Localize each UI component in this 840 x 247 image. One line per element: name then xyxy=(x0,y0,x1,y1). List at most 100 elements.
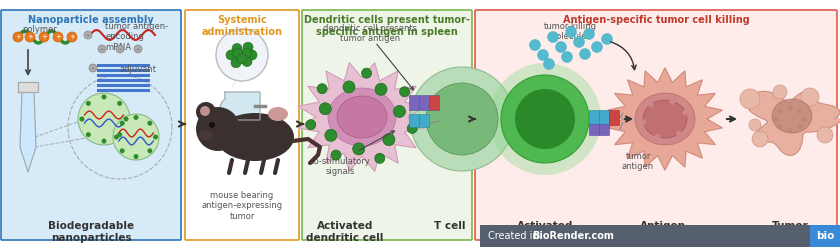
Text: tumor
antigen: tumor antigen xyxy=(622,152,654,171)
FancyBboxPatch shape xyxy=(810,225,840,247)
Circle shape xyxy=(548,32,559,42)
Circle shape xyxy=(400,87,410,97)
Circle shape xyxy=(538,49,549,61)
Circle shape xyxy=(80,117,84,122)
Circle shape xyxy=(114,135,119,140)
Circle shape xyxy=(529,40,540,50)
Circle shape xyxy=(383,134,395,146)
Circle shape xyxy=(801,117,806,122)
Circle shape xyxy=(113,114,159,160)
Circle shape xyxy=(196,107,240,151)
Circle shape xyxy=(797,124,802,129)
Text: BioRender.com: BioRender.com xyxy=(532,231,614,241)
Circle shape xyxy=(331,150,341,160)
Text: -: - xyxy=(87,32,89,38)
Circle shape xyxy=(353,143,365,155)
Text: +: + xyxy=(15,34,21,40)
Text: Antigen-
expressing
tumor cell: Antigen- expressing tumor cell xyxy=(633,221,697,247)
Circle shape xyxy=(86,132,91,137)
Circle shape xyxy=(134,154,139,159)
Circle shape xyxy=(243,42,253,52)
Text: bio: bio xyxy=(816,231,834,241)
Circle shape xyxy=(134,45,142,53)
Circle shape xyxy=(591,41,602,53)
Circle shape xyxy=(788,105,792,110)
Circle shape xyxy=(375,83,387,95)
Circle shape xyxy=(343,81,355,93)
Circle shape xyxy=(584,28,595,40)
Circle shape xyxy=(501,75,589,163)
Circle shape xyxy=(817,127,833,143)
Ellipse shape xyxy=(268,107,288,121)
Circle shape xyxy=(117,132,122,137)
Circle shape xyxy=(407,124,417,133)
Text: T cell: T cell xyxy=(434,221,465,231)
Circle shape xyxy=(555,41,566,53)
Circle shape xyxy=(86,101,91,106)
Circle shape xyxy=(102,94,107,99)
Ellipse shape xyxy=(337,96,387,138)
Circle shape xyxy=(574,37,585,47)
Circle shape xyxy=(797,109,802,114)
FancyBboxPatch shape xyxy=(600,124,610,136)
Text: -: - xyxy=(92,65,94,71)
Circle shape xyxy=(361,68,371,78)
Circle shape xyxy=(25,32,35,42)
FancyBboxPatch shape xyxy=(590,110,600,125)
Polygon shape xyxy=(18,82,38,92)
Circle shape xyxy=(209,122,215,128)
Text: Systemic
administration: Systemic administration xyxy=(202,15,282,37)
Circle shape xyxy=(119,148,124,153)
Circle shape xyxy=(98,45,106,53)
Text: Nanoparticle assembly: Nanoparticle assembly xyxy=(28,15,154,25)
Circle shape xyxy=(247,50,257,60)
Text: dendritic cell presents
tumor antigen: dendritic cell presents tumor antigen xyxy=(323,24,417,43)
Text: -: - xyxy=(118,46,121,52)
Ellipse shape xyxy=(216,113,294,161)
FancyBboxPatch shape xyxy=(475,10,837,240)
Circle shape xyxy=(134,115,139,120)
Circle shape xyxy=(318,84,327,94)
Circle shape xyxy=(147,148,152,153)
Circle shape xyxy=(325,129,337,141)
Text: adjuvant: adjuvant xyxy=(120,65,157,74)
Circle shape xyxy=(216,29,268,81)
Circle shape xyxy=(237,54,247,64)
Polygon shape xyxy=(747,91,840,155)
Text: +: + xyxy=(55,34,61,40)
FancyBboxPatch shape xyxy=(590,124,600,136)
Circle shape xyxy=(89,64,97,72)
Circle shape xyxy=(78,93,130,145)
Text: Biodegradable
nanoparticles: Biodegradable nanoparticles xyxy=(48,221,134,243)
Text: Activated
dendritic cell: Activated dendritic cell xyxy=(307,221,384,243)
Ellipse shape xyxy=(772,99,812,133)
Circle shape xyxy=(654,134,660,140)
Polygon shape xyxy=(20,92,36,172)
Circle shape xyxy=(565,26,576,38)
FancyBboxPatch shape xyxy=(480,225,840,247)
Circle shape xyxy=(749,119,761,131)
Text: Dendritic cells present tumor-
specific antigen in spleen: Dendritic cells present tumor- specific … xyxy=(304,15,470,37)
Text: -: - xyxy=(101,46,103,52)
Circle shape xyxy=(226,50,236,60)
Circle shape xyxy=(39,32,49,42)
Circle shape xyxy=(116,45,124,53)
Text: Created in: Created in xyxy=(488,231,542,241)
Text: Tumor
cell death: Tumor cell death xyxy=(761,221,819,243)
Circle shape xyxy=(788,127,792,132)
FancyBboxPatch shape xyxy=(610,110,620,125)
Polygon shape xyxy=(220,92,260,120)
Text: tumor-killing
molecules: tumor-killing molecules xyxy=(543,22,596,41)
Circle shape xyxy=(102,139,107,144)
Ellipse shape xyxy=(199,130,213,140)
Circle shape xyxy=(515,89,575,149)
Circle shape xyxy=(489,63,601,175)
Circle shape xyxy=(232,43,242,54)
Circle shape xyxy=(117,101,122,106)
FancyBboxPatch shape xyxy=(185,10,299,240)
Circle shape xyxy=(147,121,152,126)
Text: Activated
T cell: Activated T cell xyxy=(517,221,573,243)
Circle shape xyxy=(774,117,779,122)
Text: polymer: polymer xyxy=(22,25,57,34)
Circle shape xyxy=(241,48,251,58)
